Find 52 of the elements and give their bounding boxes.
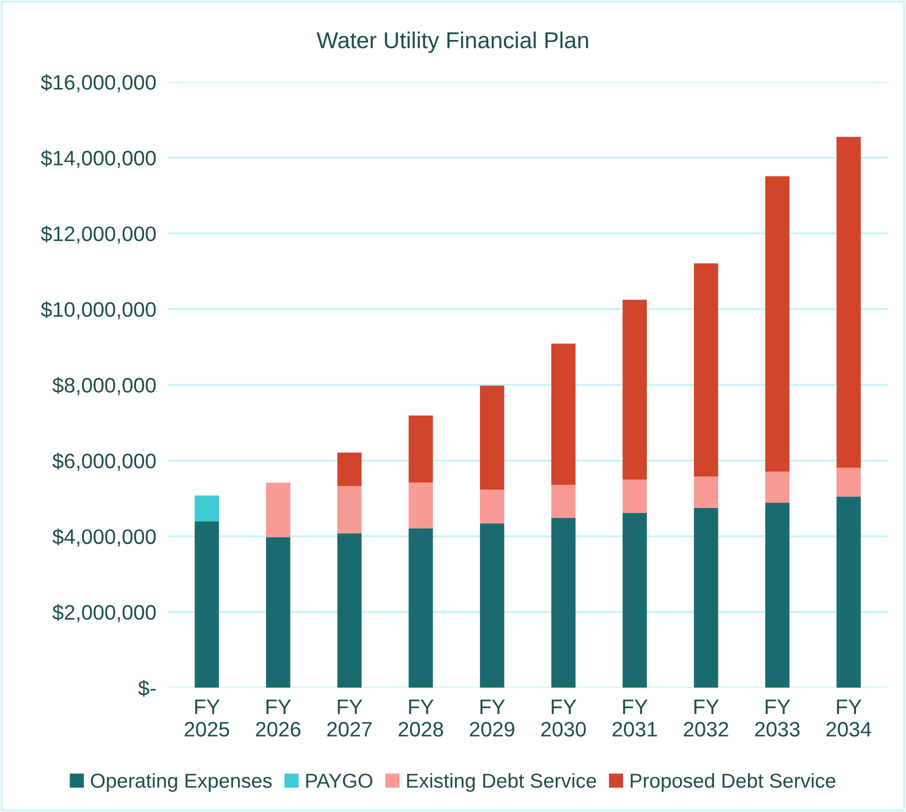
bar xyxy=(551,344,576,485)
x-tick-label: FY 2032 xyxy=(684,700,728,737)
legend-label: PAYGO xyxy=(306,774,372,788)
bar xyxy=(408,482,433,528)
bar xyxy=(765,176,790,472)
x-tick-label: FY 2034 xyxy=(826,700,872,737)
bar xyxy=(266,482,290,538)
x-tick-label: FY 2027 xyxy=(327,700,372,737)
legend-label: Existing Debt Service xyxy=(407,773,596,792)
legend-label: Operating Expenses xyxy=(90,773,272,792)
bar xyxy=(622,300,647,480)
x-tick-label: FY 2028 xyxy=(398,700,444,737)
bar xyxy=(480,523,504,688)
y-tick-label: $6,000,000 xyxy=(52,452,156,471)
bar xyxy=(194,522,219,688)
legend-label: Proposed Debt Service xyxy=(630,773,836,792)
y-tick-label: $8,000,000 xyxy=(52,377,156,396)
bar xyxy=(337,486,362,534)
x-tick-label: FY 2030 xyxy=(541,700,586,737)
y-tick-label: $16,000,000 xyxy=(40,74,156,92)
bar xyxy=(622,512,647,688)
bar xyxy=(408,416,433,483)
chart-title: Water Utility Financial Plan xyxy=(316,32,588,53)
bar xyxy=(551,518,576,688)
bar xyxy=(694,476,718,508)
bar xyxy=(765,472,790,503)
bar xyxy=(337,452,362,486)
bar xyxy=(836,136,861,468)
x-tick-label: FY 2031 xyxy=(612,700,657,737)
bar xyxy=(194,495,219,522)
bar xyxy=(337,533,362,688)
x-tick-label: FY 2025 xyxy=(184,700,230,737)
y-tick-label: $4,000,000 xyxy=(52,528,156,547)
y-tick-label: $2,000,000 xyxy=(52,604,156,622)
x-tick-label: FY 2026 xyxy=(256,700,300,737)
bar xyxy=(551,484,576,518)
bar xyxy=(266,537,290,688)
x-tick-label: FY 2033 xyxy=(755,700,800,737)
bar xyxy=(480,490,504,524)
bar xyxy=(694,263,718,477)
bar xyxy=(765,502,790,688)
x-tick-label: FY 2029 xyxy=(470,700,514,737)
bar xyxy=(836,496,861,688)
bar xyxy=(836,468,861,497)
bar xyxy=(480,386,504,490)
y-tick-label: $14,000,000 xyxy=(40,150,156,168)
y-tick-label: $- xyxy=(138,680,156,697)
bar xyxy=(694,508,718,688)
y-tick-label: $12,000,000 xyxy=(40,226,156,244)
bar xyxy=(408,528,433,688)
y-tick-label: $10,000,000 xyxy=(40,301,156,320)
bar xyxy=(622,480,647,513)
